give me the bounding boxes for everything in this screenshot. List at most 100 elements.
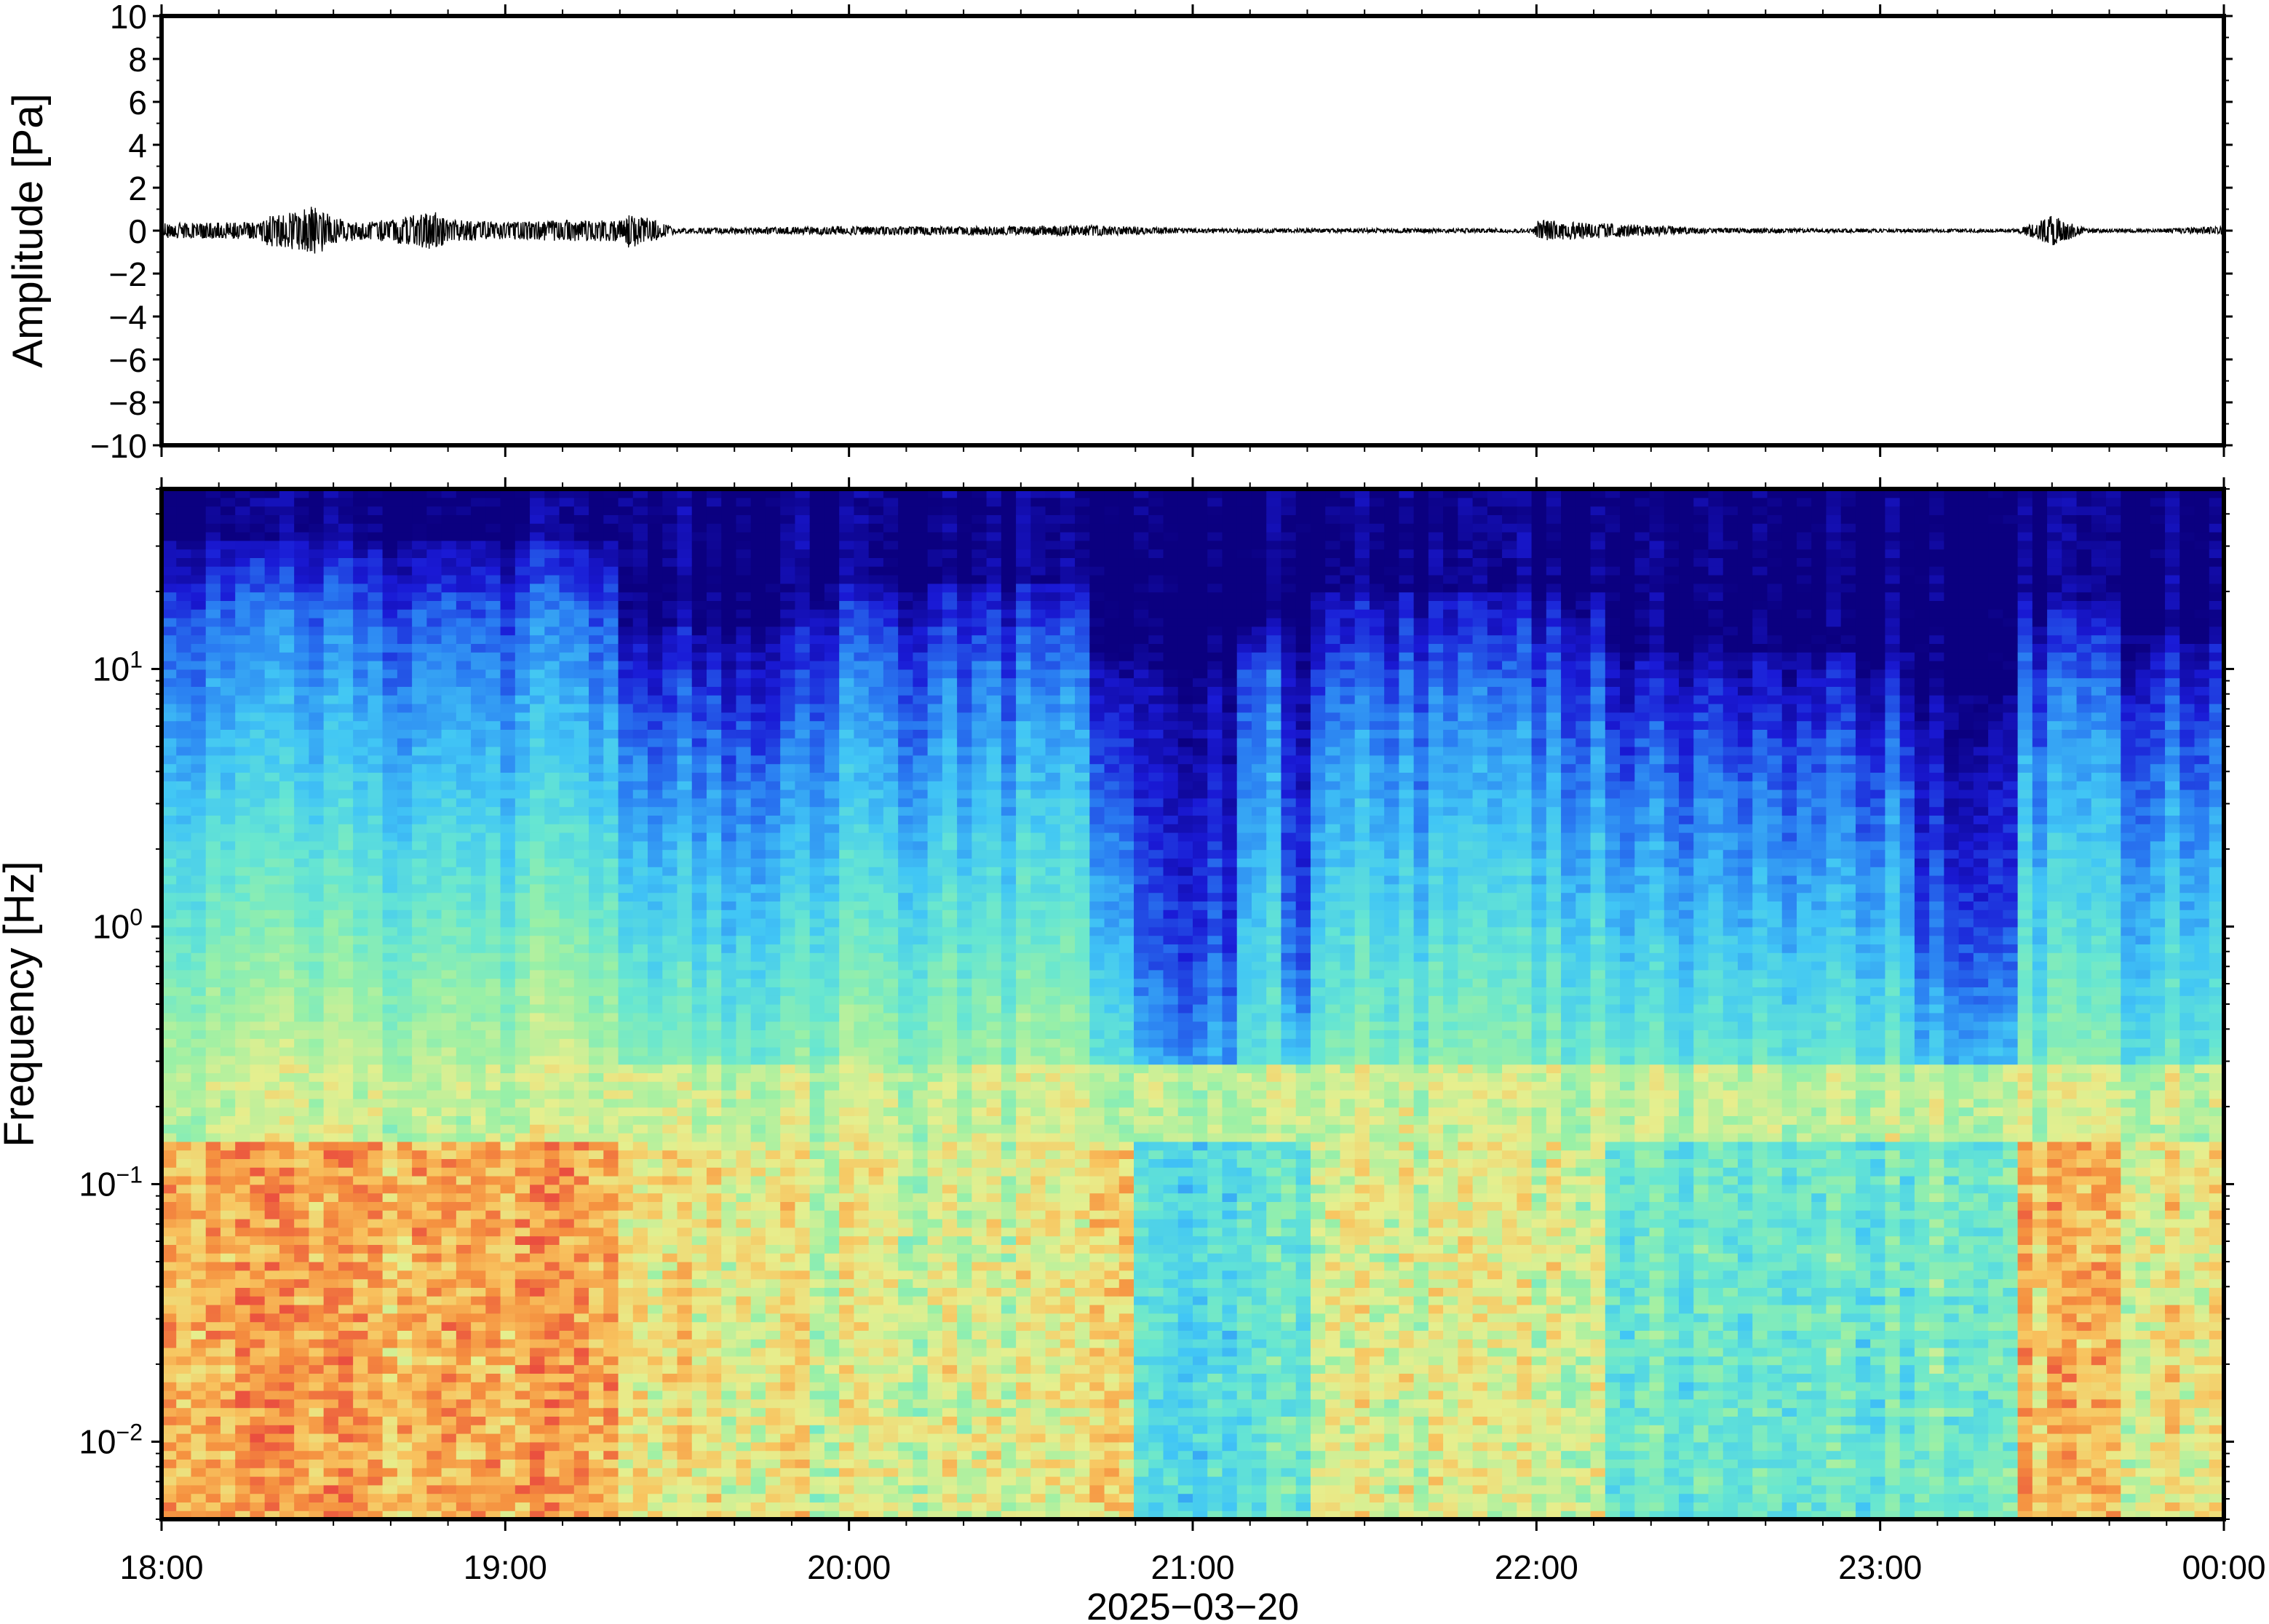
spectrogram-cell xyxy=(485,1476,501,1486)
spectrogram-cell xyxy=(338,1167,354,1177)
spectrogram-cell xyxy=(750,1416,766,1425)
spectrogram-cell xyxy=(589,987,604,996)
spectrogram-cell xyxy=(573,1072,589,1082)
spectrogram-cell xyxy=(235,712,251,722)
spectrogram-cell xyxy=(441,1184,457,1194)
spectrogram-cell xyxy=(471,926,486,936)
spectrogram-cell xyxy=(235,1210,251,1219)
spectrogram-cell xyxy=(309,1441,325,1452)
spectrogram-cell xyxy=(294,532,310,541)
spectrogram-cell xyxy=(530,832,545,842)
spectrogram-cell xyxy=(176,1468,192,1477)
spectrogram-cell xyxy=(441,747,457,756)
spectrogram-cell xyxy=(648,652,663,661)
spectrogram-cell xyxy=(205,1313,221,1323)
spectrogram-cell xyxy=(456,840,472,851)
spectrogram-cell xyxy=(677,840,693,851)
spectrogram-cell xyxy=(677,797,693,808)
spectrogram-cell xyxy=(382,1253,398,1262)
spectrogram-cell xyxy=(618,1356,634,1366)
spectrogram-cell xyxy=(323,1348,339,1357)
spectrogram-cell xyxy=(589,1004,604,1014)
spectrogram-cell xyxy=(750,1004,766,1014)
spectrogram-cell xyxy=(662,1348,678,1357)
spectrogram-cell xyxy=(662,1321,678,1331)
spectrogram-cell xyxy=(589,1021,604,1030)
spectrogram-cell xyxy=(323,1330,339,1340)
spectrogram-cell xyxy=(264,677,280,687)
spectrogram-cell xyxy=(294,1398,310,1409)
spectrogram-cell xyxy=(618,583,634,593)
spectrogram-cell xyxy=(264,704,280,713)
spectrogram-cell xyxy=(589,892,604,901)
spectrogram-cell xyxy=(441,1390,457,1400)
spectrogram-cell xyxy=(662,1219,678,1228)
spectrogram-cell xyxy=(205,1098,221,1108)
spectrogram-cell xyxy=(279,609,295,618)
spectrogram-cell xyxy=(412,1158,427,1168)
spectrogram-cell xyxy=(691,643,707,653)
spectrogram-cell xyxy=(514,987,531,996)
spectrogram-cell xyxy=(338,489,354,498)
spectrogram-cell xyxy=(736,592,752,601)
spectrogram-cell xyxy=(191,695,207,704)
spectrogram-cell xyxy=(603,704,619,713)
spectrogram-cell xyxy=(544,1038,560,1048)
spectrogram-cell xyxy=(279,626,295,636)
spectrogram-cell xyxy=(323,1305,339,1314)
spectrogram-cell xyxy=(176,1459,192,1468)
spectrogram-cell xyxy=(294,1210,310,1219)
spectrogram-cell xyxy=(485,944,501,953)
spectrogram-cell xyxy=(559,1484,575,1494)
spectrogram-cell xyxy=(338,1090,354,1099)
spectrogram-cell xyxy=(721,1373,737,1382)
spectrogram-cell xyxy=(382,747,398,756)
spectrogram-cell xyxy=(514,978,531,987)
spectrogram-cell xyxy=(264,738,280,747)
spectrogram-cell xyxy=(367,1090,384,1099)
spectrogram-cell xyxy=(456,883,472,893)
spectrogram-cell xyxy=(648,1305,663,1314)
spectrogram-cell xyxy=(514,1416,531,1425)
spectrogram-cell xyxy=(323,1133,339,1142)
spectrogram-cell xyxy=(500,781,516,790)
spectrogram-cell xyxy=(559,1330,575,1340)
spectrogram-cell xyxy=(736,1296,752,1305)
spectrogram-cell xyxy=(397,789,413,799)
spectrogram-cell xyxy=(426,832,442,842)
spectrogram-cell xyxy=(250,1090,266,1099)
spectrogram-cell xyxy=(353,1167,368,1177)
spectrogram-cell xyxy=(397,738,413,747)
spectrogram-cell xyxy=(677,686,693,696)
spectrogram-cell xyxy=(279,1158,295,1168)
spectrogram-cell xyxy=(603,523,619,533)
spectrogram-cell xyxy=(441,995,457,1005)
spectrogram-cell xyxy=(426,1081,442,1091)
spectrogram-cell xyxy=(691,995,707,1005)
spectrogram-cell xyxy=(191,1184,207,1194)
spectrogram-cell xyxy=(573,1313,589,1323)
spectrogram-cell xyxy=(456,1502,472,1511)
spectrogram-cell xyxy=(514,1064,531,1073)
spectrogram-cell xyxy=(573,1064,589,1073)
spectrogram-cell xyxy=(530,1459,545,1468)
spectrogram-cell xyxy=(632,1502,648,1511)
spectrogram-cell xyxy=(691,1030,707,1039)
spectrogram-cell xyxy=(662,575,678,584)
spectrogram-cell xyxy=(544,652,560,661)
spectrogram-cell xyxy=(721,1305,737,1314)
spectrogram-cell xyxy=(691,634,707,644)
spectrogram-cell xyxy=(618,781,634,790)
spectrogram-cell xyxy=(603,583,619,593)
spectrogram-cell xyxy=(677,926,693,936)
spectrogram-cell xyxy=(412,832,427,842)
spectrogram-cell xyxy=(412,1176,427,1185)
spectrogram-cell xyxy=(677,1339,693,1348)
spectrogram-cell xyxy=(220,1133,236,1142)
spectrogram-cell xyxy=(205,695,221,704)
spectrogram-cell xyxy=(441,1459,457,1468)
spectrogram-cell xyxy=(264,1141,280,1151)
spectrogram-cell xyxy=(250,918,266,928)
spectrogram-cell xyxy=(353,969,368,979)
spectrogram-cell xyxy=(514,1348,531,1357)
